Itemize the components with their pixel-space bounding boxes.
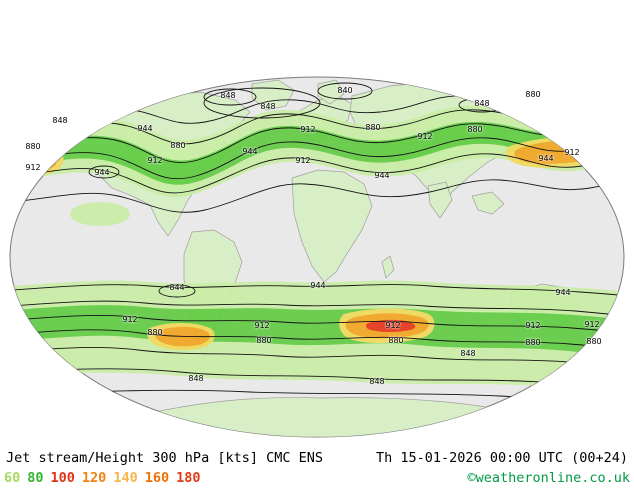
legend-value: 80 (27, 470, 44, 486)
copyright: ©weatheronline.co.uk (467, 470, 630, 486)
japan (567, 131, 583, 149)
legend-value: 120 (81, 470, 107, 486)
world-map: 848 848 848 840 848 880 880 912 944 880 912 944 944 9… (9, 76, 625, 438)
map-datetime: Th 15-01-2026 00:00 UTC (00+24) (376, 450, 628, 466)
legend-value: 100 (50, 470, 75, 486)
madagascar (381, 255, 395, 279)
africa (291, 169, 373, 283)
legend-value: 60 (4, 470, 21, 486)
legend-value: 160 (144, 470, 170, 486)
legend-row: 60 80 100 120 140 160 180 ©weatheronline.co.uk (0, 470, 634, 486)
alaska (39, 111, 79, 133)
legend-value: 180 (176, 470, 201, 486)
caption-row: Jet stream/Height 300 hPa [kts] CMC ENS … (0, 450, 634, 466)
southeast-asia (471, 191, 505, 215)
map-title: Jet stream/Height 300 hPa [kts] CMC ENS (6, 450, 323, 466)
legend-value: 140 (113, 470, 138, 486)
world-map-graphic (9, 76, 625, 438)
wind-speed-legend: 60 80 100 120 140 160 180 (4, 470, 207, 486)
